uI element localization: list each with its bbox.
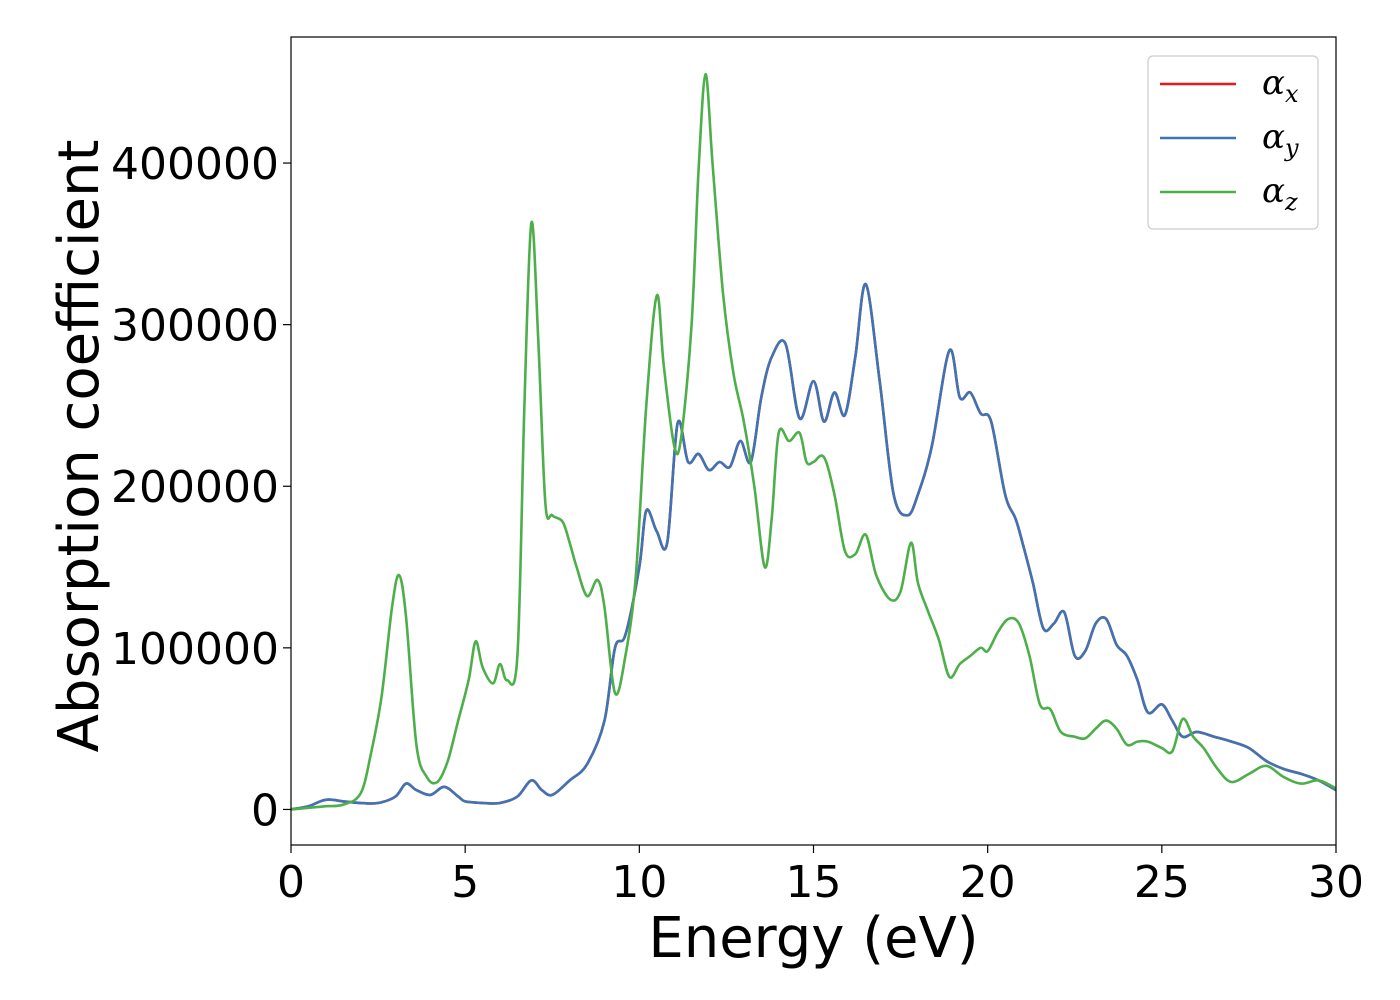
series-layer [290, 72, 1337, 811]
y-axis-ticks: 0 100000 200000 300000 400000 [111, 139, 291, 836]
x-tick-label: 30 [1308, 857, 1364, 908]
x-axis-label: Energy (eV) [648, 906, 978, 971]
y-tick-label: 100000 [111, 624, 279, 675]
x-tick-label: 0 [277, 857, 305, 908]
series-line-alpha-z [290, 72, 1337, 811]
x-tick-label: 15 [786, 857, 842, 908]
legend-label-alpha-y: αy [1262, 117, 1299, 162]
y-tick-label: 400000 [111, 139, 279, 190]
y-axis-label: Absorption coefficient [47, 140, 112, 753]
x-tick-label: 20 [960, 857, 1016, 908]
x-tick-label: 10 [611, 857, 667, 908]
y-tick-label: 300000 [111, 301, 279, 352]
x-axis-ticks: 0 5 10 15 20 25 30 [277, 845, 1364, 908]
legend-box [1147, 55, 1319, 230]
y-tick-label: 200000 [111, 462, 279, 513]
x-tick-label: 5 [451, 857, 479, 908]
y-tick-label: 0 [251, 785, 279, 836]
series-line-alpha-y [290, 282, 1337, 811]
legend: αx αy αz [1147, 55, 1319, 230]
legend-label-alpha-x: αx [1262, 63, 1299, 108]
legend-label-alpha-z: αz [1262, 171, 1298, 216]
x-tick-label: 25 [1134, 857, 1190, 908]
